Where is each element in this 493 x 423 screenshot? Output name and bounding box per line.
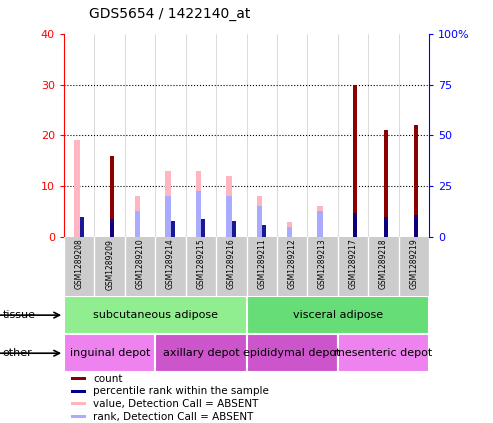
Bar [165, 171, 171, 237]
Bar [64, 296, 246, 334]
Bar [384, 130, 388, 237]
Text: GSM1289218: GSM1289218 [379, 239, 388, 289]
Bar [135, 212, 141, 237]
Bar [110, 219, 114, 237]
Text: other: other [2, 348, 32, 358]
Bar [71, 377, 86, 380]
Bar [71, 402, 86, 406]
Text: GSM1289214: GSM1289214 [166, 239, 175, 289]
Text: rank, Detection Call = ABSENT: rank, Detection Call = ABSENT [93, 412, 254, 422]
Bar [287, 227, 292, 237]
Text: GSM1289211: GSM1289211 [257, 239, 266, 289]
Text: value, Detection Call = ABSENT: value, Detection Call = ABSENT [93, 399, 259, 409]
Text: percentile rank within the sample: percentile rank within the sample [93, 386, 269, 396]
Text: tissue: tissue [2, 310, 35, 320]
Text: visceral adipose: visceral adipose [293, 310, 383, 320]
Bar [256, 196, 262, 237]
Text: GSM1289213: GSM1289213 [318, 239, 327, 289]
Bar [135, 196, 141, 237]
Text: subcutaneous adipose: subcutaneous adipose [93, 310, 218, 320]
Text: GSM1289210: GSM1289210 [136, 239, 144, 289]
Text: GDS5654 / 1422140_at: GDS5654 / 1422140_at [89, 7, 250, 21]
Bar [353, 85, 357, 237]
Text: mesenteric depot: mesenteric depot [334, 348, 432, 358]
Text: GSM1289212: GSM1289212 [287, 239, 297, 289]
Text: GSM1289215: GSM1289215 [196, 239, 206, 289]
Bar [353, 212, 357, 237]
Bar [384, 217, 388, 237]
Bar [196, 191, 201, 237]
Text: inguinal depot: inguinal depot [70, 348, 150, 358]
Bar [74, 140, 79, 237]
Text: count: count [93, 374, 123, 384]
Text: axillary depot: axillary depot [163, 348, 239, 358]
Bar [110, 156, 114, 237]
Bar [414, 125, 418, 237]
Bar [155, 334, 246, 372]
Bar [196, 171, 201, 237]
Text: GSM1289219: GSM1289219 [409, 239, 418, 289]
Text: GSM1289216: GSM1289216 [227, 239, 236, 289]
Bar [201, 219, 206, 237]
Bar [171, 221, 175, 237]
Bar [64, 334, 155, 372]
Bar [71, 415, 86, 418]
Bar [226, 196, 232, 237]
Bar [246, 296, 429, 334]
Bar [414, 214, 418, 237]
Bar [317, 206, 323, 237]
Bar [226, 176, 232, 237]
Text: GSM1289217: GSM1289217 [349, 239, 357, 289]
Bar [338, 334, 429, 372]
Bar [287, 222, 292, 237]
Bar [165, 196, 171, 237]
Text: epididymal depot: epididymal depot [244, 348, 341, 358]
Bar [256, 206, 262, 237]
Text: GSM1289208: GSM1289208 [75, 239, 84, 289]
Text: GSM1289209: GSM1289209 [105, 239, 114, 289]
Bar [232, 221, 236, 237]
Bar [262, 225, 266, 237]
Bar [317, 212, 323, 237]
Bar [246, 334, 338, 372]
Bar [79, 217, 84, 237]
Bar [71, 390, 86, 393]
